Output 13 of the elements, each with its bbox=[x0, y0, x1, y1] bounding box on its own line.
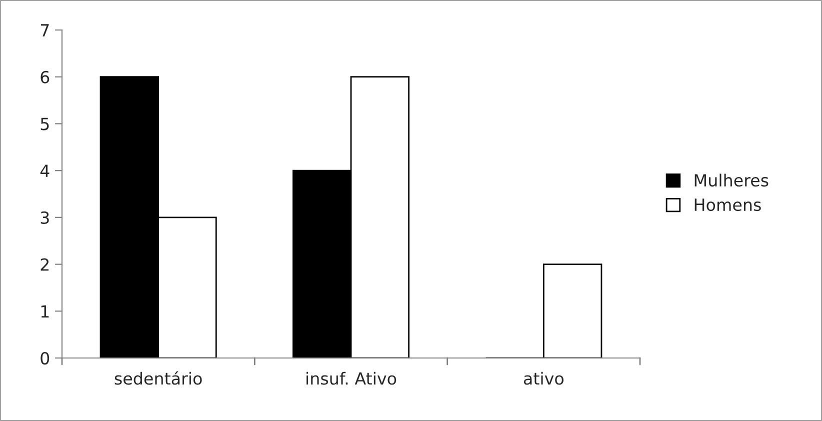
y-tick-label: 0 bbox=[40, 352, 50, 365]
x-tick-label: insuf. Ativo bbox=[306, 372, 396, 385]
y-tick-label: 3 bbox=[40, 211, 49, 224]
x-tick-label: ativo bbox=[524, 372, 564, 385]
y-tick-label: 4 bbox=[40, 164, 50, 177]
x-tick-label: sedentário bbox=[114, 371, 202, 385]
y-tick-label: 6 bbox=[40, 70, 50, 84]
legend-label: Mulheres bbox=[694, 174, 768, 187]
legend-label: Homens bbox=[694, 198, 761, 212]
y-tick-label: 1 bbox=[41, 305, 49, 318]
y-tick-label: 7 bbox=[40, 24, 49, 36]
y-tick-label: 5 bbox=[40, 118, 49, 130]
y-tick-label: 2 bbox=[40, 258, 49, 271]
